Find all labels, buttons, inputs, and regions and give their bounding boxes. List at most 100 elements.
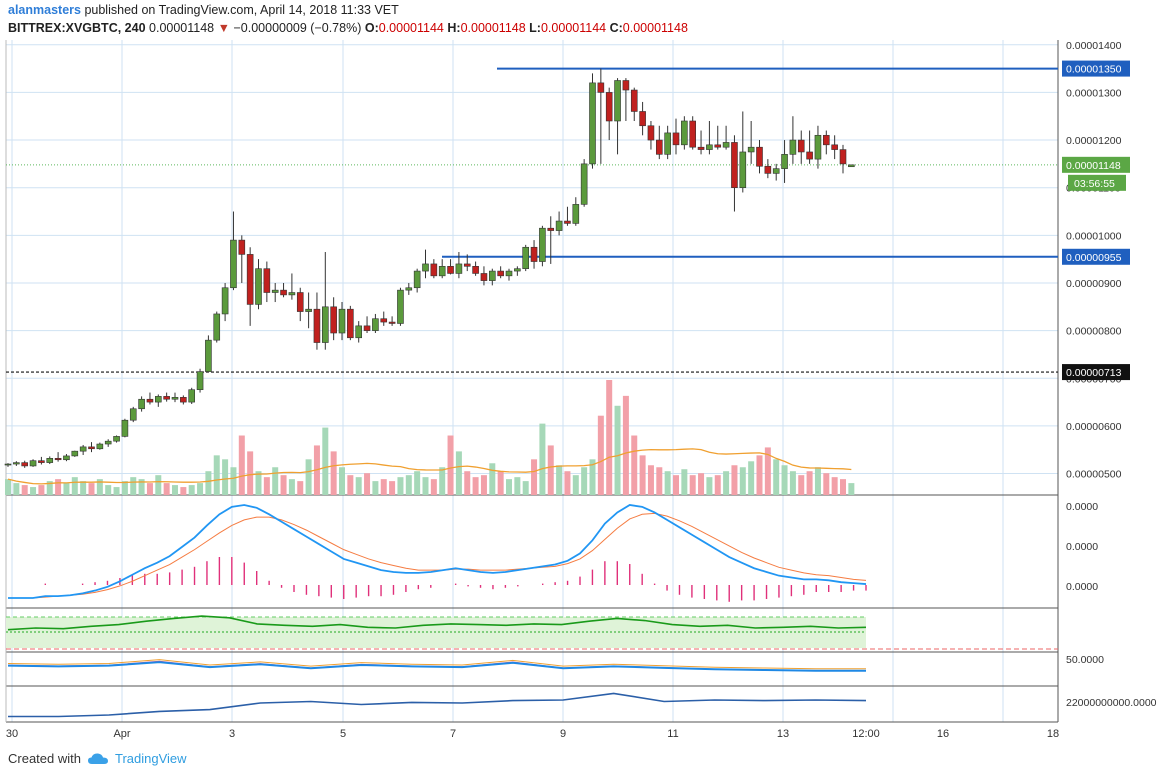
volume-bar (180, 487, 187, 495)
candle-body (722, 142, 730, 148)
candle-body (764, 165, 772, 174)
candle-body (163, 396, 170, 400)
candle-body (580, 163, 588, 205)
y-tick-label: 0.00001400 (1066, 40, 1122, 52)
volume-bar (647, 465, 654, 495)
candle-body (13, 462, 20, 465)
candle-body (138, 398, 145, 410)
candle-body (614, 80, 621, 122)
candle-body (714, 144, 722, 148)
price-label: 0.00000955 (1066, 252, 1122, 264)
low-value: 0.00001144 (540, 21, 607, 35)
candle-body (672, 132, 680, 146)
x-tick-label: 11 (667, 728, 678, 740)
volume-bar (5, 479, 11, 495)
volume-bar (823, 473, 830, 495)
tradingview-brand-link[interactable]: TradingView (114, 751, 187, 766)
volume-bar (506, 479, 512, 495)
candle-body (514, 268, 521, 272)
volume-bar (814, 467, 821, 495)
symbol-header: BITTREX:XVGBTC, 240 0.00001148 ▼ −0.0000… (8, 21, 688, 35)
volume-bar (414, 471, 421, 495)
volume-bar (447, 435, 454, 495)
volume-bar (46, 481, 53, 495)
candle-body (822, 134, 830, 146)
volume-bar (380, 479, 387, 495)
volume-bar (238, 435, 245, 495)
y-tick-label: 0.00000500 (1066, 469, 1122, 481)
volume-bar (130, 477, 137, 495)
volume-bar (639, 455, 646, 495)
candle-body (438, 266, 446, 277)
volume-ma-line (7, 448, 852, 485)
volume-bar (55, 479, 62, 495)
volume-bar (756, 455, 763, 495)
volume-bar (138, 479, 145, 495)
volume-bar (96, 479, 103, 495)
candle-body (221, 287, 229, 315)
rsi-line (7, 661, 866, 672)
countdown-label: 03:56:55 (1074, 178, 1115, 190)
candle-body (655, 139, 663, 155)
candle-body (697, 146, 705, 150)
y-tick-label: 0.00001300 (1066, 87, 1122, 99)
x-tick-label: Apr (113, 728, 130, 740)
candle-body (422, 263, 429, 272)
candle-body (230, 239, 237, 289)
candle-body (96, 443, 104, 450)
footer: Created with TradingView (8, 751, 187, 766)
triangle-down-icon: ▼ (217, 21, 230, 35)
volume-bar (706, 477, 713, 495)
y-tick-label: 0.00000600 (1066, 421, 1122, 433)
volume-bar (606, 380, 613, 495)
x-tick-label: 9 (560, 728, 566, 740)
volume-bar (71, 477, 78, 495)
volume-bar (723, 471, 730, 495)
volume-bar (547, 445, 554, 495)
volume-bar (222, 459, 229, 495)
candle-body (488, 270, 496, 281)
volume-bar (664, 471, 671, 495)
volume-bar (339, 467, 345, 495)
volume-bar (163, 483, 170, 495)
x-tick-label: 3 (229, 728, 235, 740)
candle-body (522, 246, 530, 269)
candle-body (180, 397, 187, 403)
candle-body (539, 227, 546, 262)
volume-bar (263, 477, 270, 495)
created-with-text: Created with (8, 751, 81, 766)
author-link[interactable]: alanmasters (8, 3, 81, 17)
candle-body (355, 325, 363, 339)
candle-body (4, 463, 12, 466)
volume-bar (30, 487, 37, 495)
low-label: L: (529, 21, 541, 35)
candle-body (388, 321, 396, 324)
candle-body (271, 289, 279, 293)
candle-body (564, 220, 571, 224)
price-label-box (1062, 60, 1130, 77)
volume-bar (422, 477, 429, 495)
volume-bar (355, 477, 362, 495)
candle-body (246, 254, 254, 305)
macd-tick-label: 0.0000 (1066, 581, 1098, 593)
volume-bar (556, 465, 563, 495)
candle-body (839, 149, 847, 165)
candle-body (288, 292, 296, 296)
candle-body (196, 371, 204, 391)
candle-body (104, 440, 112, 445)
candle-body (413, 270, 421, 289)
volume-bar (113, 487, 120, 495)
candle-body (681, 120, 688, 146)
candle-body (664, 132, 671, 155)
candle-body (330, 306, 337, 334)
volume-bar (764, 447, 771, 495)
candle-body (321, 306, 329, 343)
candle-body (772, 168, 780, 174)
open-value: 0.00001144 (378, 21, 444, 35)
candle-body (305, 308, 312, 312)
volume-bar (397, 477, 404, 495)
high-value: 0.00001148 (460, 21, 526, 35)
candle-body (46, 458, 54, 463)
price-label: 0.00001148 (1066, 160, 1121, 172)
